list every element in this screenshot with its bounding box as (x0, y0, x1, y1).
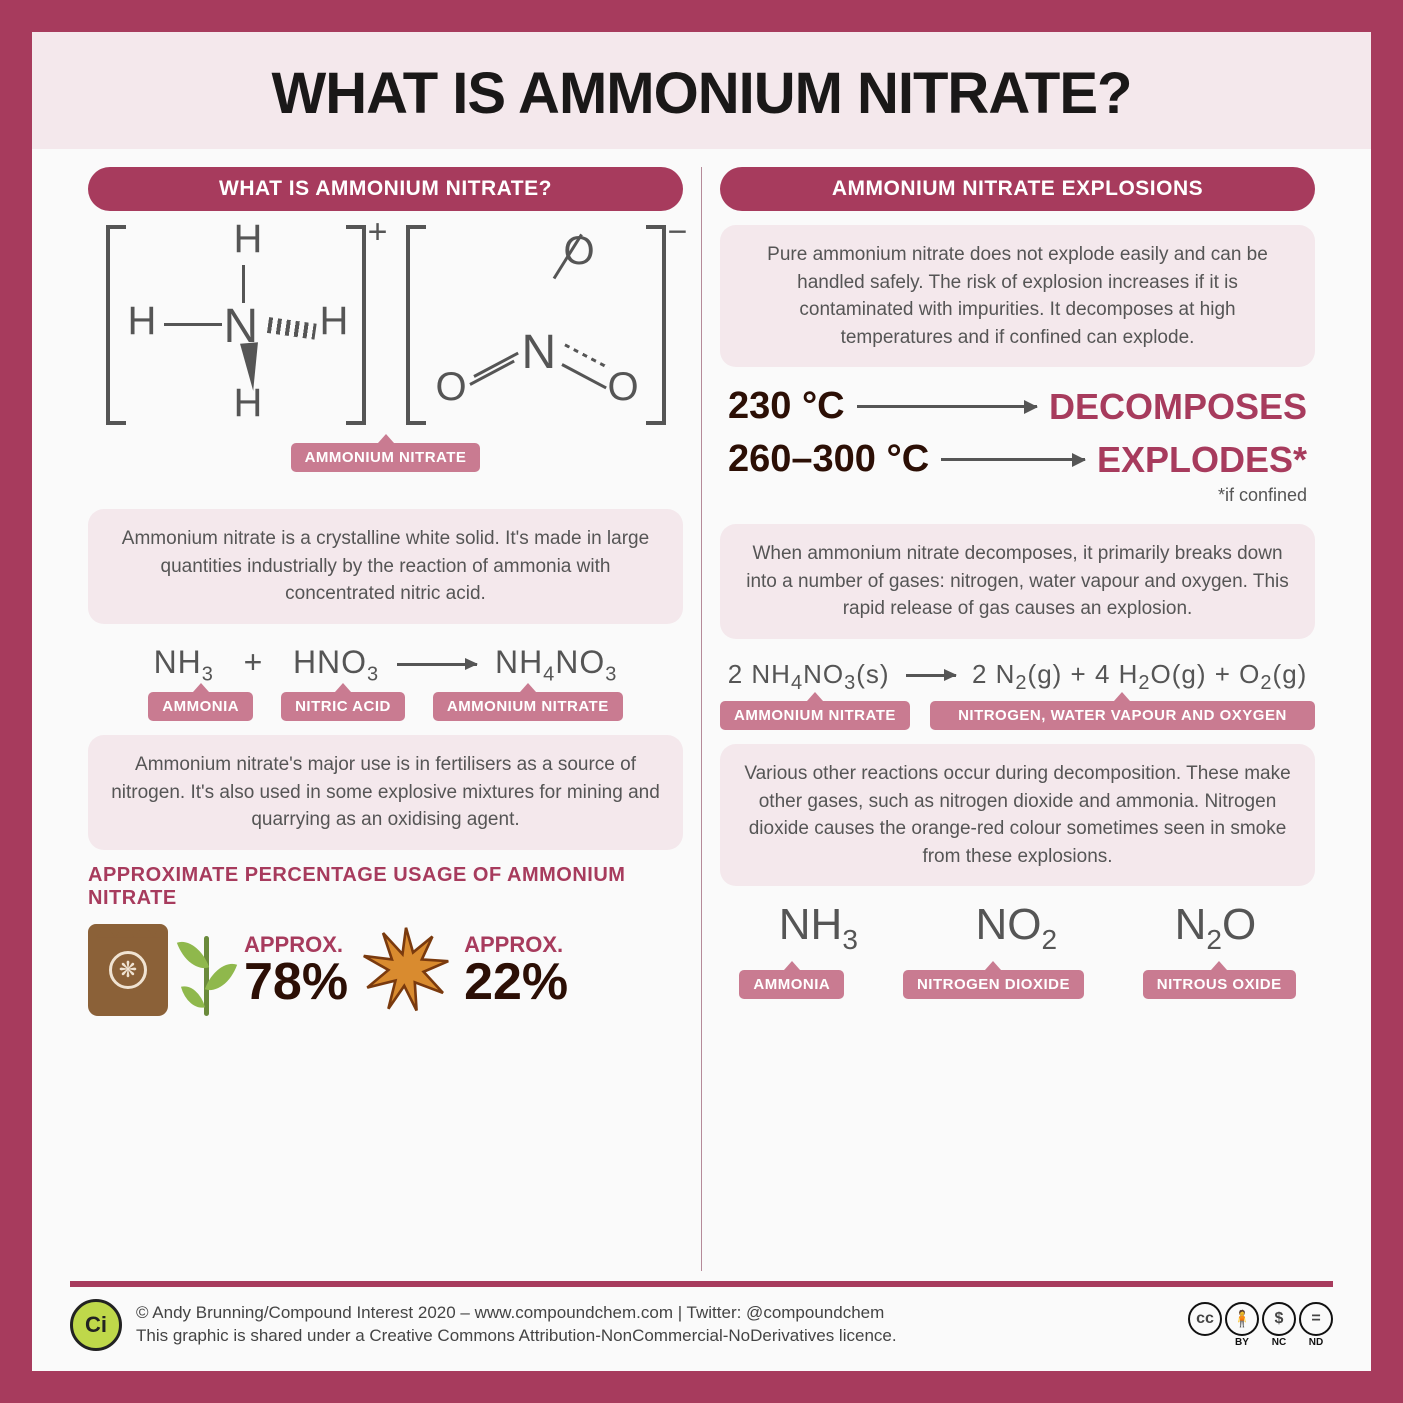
plant-icon (182, 924, 230, 1016)
temp-1: 230 °C (728, 385, 845, 428)
page-title: WHAT IS AMMONIUM NITRATE? (32, 60, 1371, 127)
atom-h: H (234, 217, 263, 262)
fertiliser-sack-icon: ❋ (88, 924, 168, 1016)
infographic-page: WHAT IS AMMONIUM NITRATE? WHAT IS AMMONI… (32, 32, 1371, 1371)
ammonium-bracket: + N H H H H (106, 225, 366, 425)
fert-value: 78% (244, 958, 348, 1007)
temp-2: 260–300 °C (728, 438, 929, 481)
temperature-block: 230 °C DECOMPOSES 260–300 °C EXPLODES* *… (720, 381, 1315, 510)
structure-tag: AMMONIUM NITRATE (291, 443, 481, 472)
right-column: AMMONIUM NITRATE EXPLOSIONS Pure ammoniu… (702, 167, 1333, 1271)
footer-divider (70, 1281, 1333, 1287)
tag-nitrous-oxide: NITROUS OXIDE (1143, 970, 1296, 999)
atom-o: O (436, 365, 467, 410)
tag-ammonium-nitrate: AMMONIUM NITRATE (720, 701, 910, 730)
left-column: WHAT IS AMMONIUM NITRATE? + N H H H H (70, 167, 702, 1271)
tag-ammonium-nitrate: AMMONIUM NITRATE (433, 692, 623, 721)
tag-products: NITROGEN, WATER VAPOUR AND OXYGEN (930, 701, 1315, 730)
structure-diagram: + N H H H H − N (88, 225, 683, 495)
explosion-icon (362, 926, 450, 1014)
eq-term: NH4NO3 (495, 644, 617, 680)
title-bar: WHAT IS AMMONIUM NITRATE? (32, 32, 1371, 149)
nitrate-bracket: − N O O O (406, 225, 666, 425)
tag-nitrogen-dioxide: NITROGEN DIOXIDE (903, 970, 1084, 999)
gas-nh3: NH3 (779, 900, 858, 956)
arrow-icon (906, 674, 956, 677)
gas-row: NH3 NO2 N2O (720, 900, 1315, 956)
tag-ammonia: AMMONIA (148, 692, 253, 721)
cc-by-icon: 🧍 (1225, 1302, 1259, 1336)
result-1: DECOMPOSES (1049, 386, 1307, 428)
right-desc3: Various other reactions occur during dec… (720, 744, 1315, 886)
eq-term: HNO3 (293, 644, 379, 680)
cc-badges: cc 🧍BY $NC =ND (1188, 1302, 1333, 1348)
tag-ammonia: AMMONIA (739, 970, 844, 999)
result-2: EXPLODES* (1097, 439, 1307, 481)
formation-equation: NH3 + HNO3 NH4NO3 AMMONIA NITRIC ACID AM… (88, 638, 683, 721)
footer: Ci © Andy Brunning/Compound Interest 202… (32, 1299, 1371, 1371)
gas-no2: NO2 (975, 900, 1057, 956)
footer-line2: This graphic is shared under a Creative … (136, 1325, 1174, 1348)
cc-icon: cc (1188, 1302, 1222, 1336)
expl-value: 22% (464, 958, 568, 1007)
eq-term: NH3 (154, 644, 214, 680)
decomposition-equation: 2 NH4NO3(s) 2 N2(g) + 4 H2O(g) + O2(g) A… (720, 653, 1315, 730)
arrow-icon (857, 405, 1037, 408)
atom-h: H (128, 299, 157, 344)
atom-h: H (320, 299, 349, 344)
right-desc2: When ammonium nitrate decomposes, it pri… (720, 524, 1315, 639)
atom-o: O (608, 365, 639, 410)
footer-line1: © Andy Brunning/Compound Interest 2020 –… (136, 1302, 1174, 1325)
columns: WHAT IS AMMONIUM NITRATE? + N H H H H (32, 149, 1371, 1281)
gas-n2o: N2O (1175, 900, 1257, 956)
usage-row: ❋ APPROX. 78% APPRO (88, 924, 683, 1016)
cc-nc-icon: $ (1262, 1302, 1296, 1336)
pct-heading: APPROXIMATE PERCENTAGE USAGE OF AMMONIUM… (88, 864, 683, 910)
left-desc2: Ammonium nitrate's major use is in ferti… (88, 735, 683, 850)
arrow-icon (941, 458, 1085, 461)
cation-charge: + (368, 213, 388, 252)
left-heading: WHAT IS AMMONIUM NITRATE? (88, 167, 683, 211)
atom-nitrogen: N (522, 325, 557, 380)
left-desc1: Ammonium nitrate is a crystalline white … (88, 509, 683, 624)
anion-charge: − (668, 213, 688, 252)
arrow-icon (397, 663, 477, 666)
right-desc1: Pure ammonium nitrate does not explode e… (720, 225, 1315, 367)
cc-nd-icon: = (1299, 1302, 1333, 1336)
tag-nitric-acid: NITRIC ACID (281, 692, 405, 721)
footer-text: © Andy Brunning/Compound Interest 2020 –… (136, 1302, 1174, 1348)
temp-footnote: *if confined (728, 485, 1307, 506)
right-heading: AMMONIUM NITRATE EXPLOSIONS (720, 167, 1315, 211)
compound-interest-logo-icon: Ci (70, 1299, 122, 1351)
